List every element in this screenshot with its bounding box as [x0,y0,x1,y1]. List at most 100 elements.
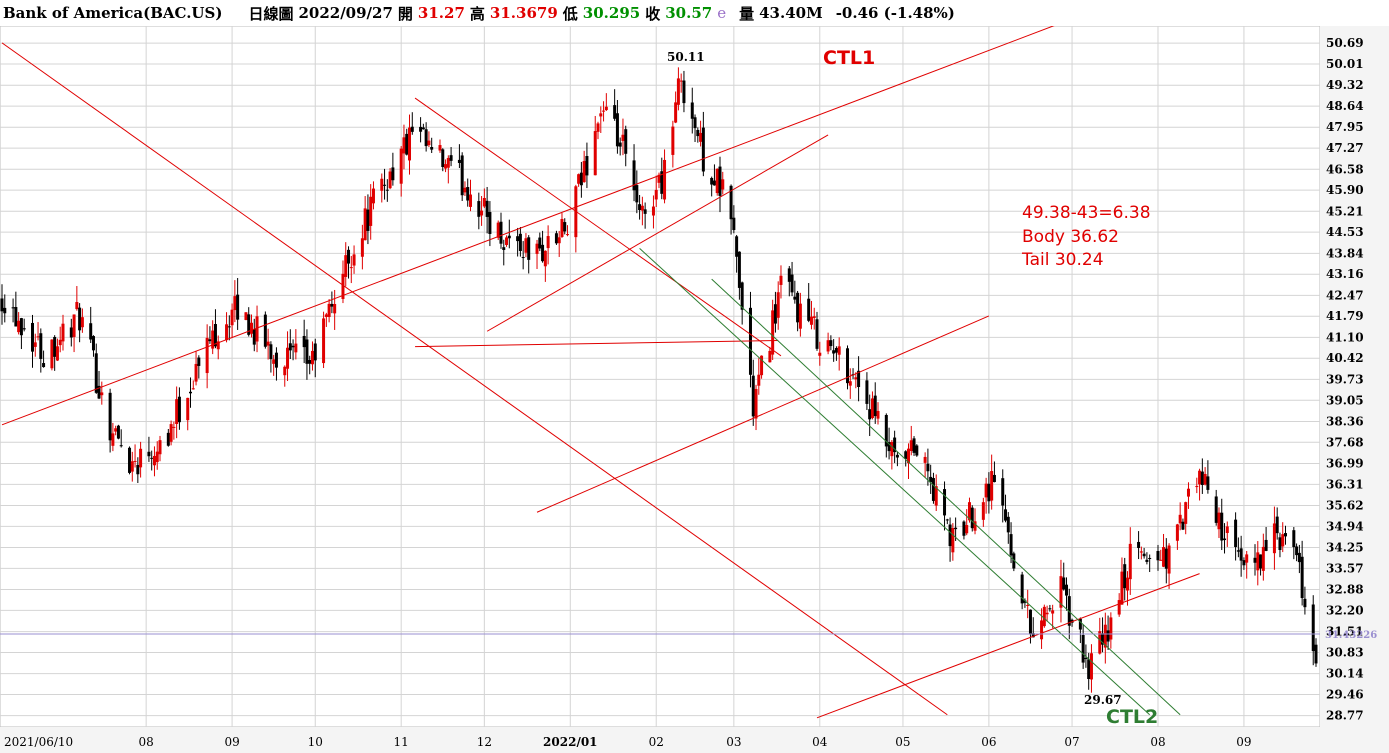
candle-body [1186,488,1190,497]
period-label: 日線圖 [248,4,294,23]
trendlines [1,26,1200,719]
date-label: 2022/09/27 [298,4,393,22]
candle-body [211,330,215,349]
candle-body [563,222,567,232]
candle-body [1156,550,1160,561]
y-tick-label: 41.79 [1326,309,1364,323]
candle-body [535,243,539,254]
candle-body [710,177,714,185]
candle-body [715,168,719,194]
candle-body [809,316,813,325]
candle-body [80,317,84,328]
x-tick-label: 03 [726,735,741,749]
candle-body [1234,519,1238,548]
candle-body [1084,658,1088,660]
candle-body [909,440,913,452]
low-value: 30.295 [582,4,641,22]
candle-body [1078,618,1082,630]
high-value: 31.3679 [489,4,558,22]
candle-body [347,249,351,264]
candle-body [812,316,816,318]
candle-body [446,157,450,168]
candle-body [807,298,811,321]
candle-body [527,237,531,260]
candle-body [934,486,938,506]
candle-body [1264,539,1268,551]
candle-body [577,174,581,184]
candle-body [230,309,234,326]
candle-body [973,521,977,531]
x-tick-label: 09 [1236,735,1251,749]
candle-body [543,250,547,267]
candle-body [990,471,994,501]
candle-body [19,318,23,336]
candle-body [518,233,522,251]
x-tick-label: 08 [1150,735,1165,749]
candle-body [887,442,891,452]
candle-body [410,126,414,132]
candle-body [521,257,525,259]
candle-body [1123,564,1127,589]
candle-body [1242,560,1246,566]
x-tick-label: 07 [1064,735,1079,749]
y-tick-label: 46.58 [1326,162,1364,176]
y-tick-label: 47.95 [1326,120,1364,134]
price-chart[interactable]: 50.69 50.01 49.32 48.64 47.95 47.27 46.58 45.90… [0,26,1389,753]
candle-body [352,254,356,266]
candle-body [1164,548,1168,569]
candle-body [790,274,794,293]
candle-body [638,204,642,211]
candle-body [984,483,988,498]
candle-body [754,388,758,419]
candle-body [699,132,703,142]
candle-body [363,208,367,241]
plot-area [0,26,1321,728]
change-value: -0.46 (-1.48%) [835,4,955,22]
ctl2-label: CTL2 [1106,706,1158,728]
candle-body [369,196,373,226]
candle-body [676,78,680,105]
red-trendline [1,26,1055,426]
candle-body [893,437,897,453]
red-trendline [414,97,782,357]
candle-body [166,432,170,446]
candle-body [197,357,201,366]
candle-body [216,341,220,350]
candle-body [116,425,120,439]
candle-body [233,296,237,311]
candle-body [1042,606,1046,627]
candle-body [854,377,858,380]
x-axis-ticks: 2021/06/10 08 09 10 11 12 2022/01 02 03 04 05 06 07 0… [4,735,1252,749]
y-tick-label: 39.73 [1326,372,1364,386]
candle-body [371,188,375,204]
candle-body [225,324,229,341]
candle-body [269,344,273,360]
candle-body [402,137,406,154]
candle-body [1139,551,1143,553]
candle-body [485,200,489,217]
y-tick-label: 42.47 [1326,288,1364,302]
candle-body [460,155,464,196]
candle-body [776,292,780,318]
candle-body [1314,644,1318,664]
candle-body [114,428,118,432]
candle-body [100,392,104,396]
candle-body [1103,624,1107,648]
y-tick-label: 32.88 [1326,583,1364,597]
candle-body [36,336,40,338]
candle-body [463,187,467,193]
candle-body [427,140,431,146]
candle-body [1223,538,1227,541]
candle-body [657,174,661,183]
y-tick-label: 48.64 [1326,99,1364,113]
candle-body [682,80,686,104]
y-tick-label: 29.46 [1326,687,1364,701]
candle-body [554,233,558,244]
y-tick-label: 40.42 [1326,351,1364,365]
candle-body [954,527,958,530]
y-tick-label: 31.51 [1326,625,1364,639]
candle-body [419,126,423,132]
y-axis-panel [1320,26,1389,753]
candle-body [1278,537,1282,551]
y-tick-label: 47.27 [1326,141,1364,155]
